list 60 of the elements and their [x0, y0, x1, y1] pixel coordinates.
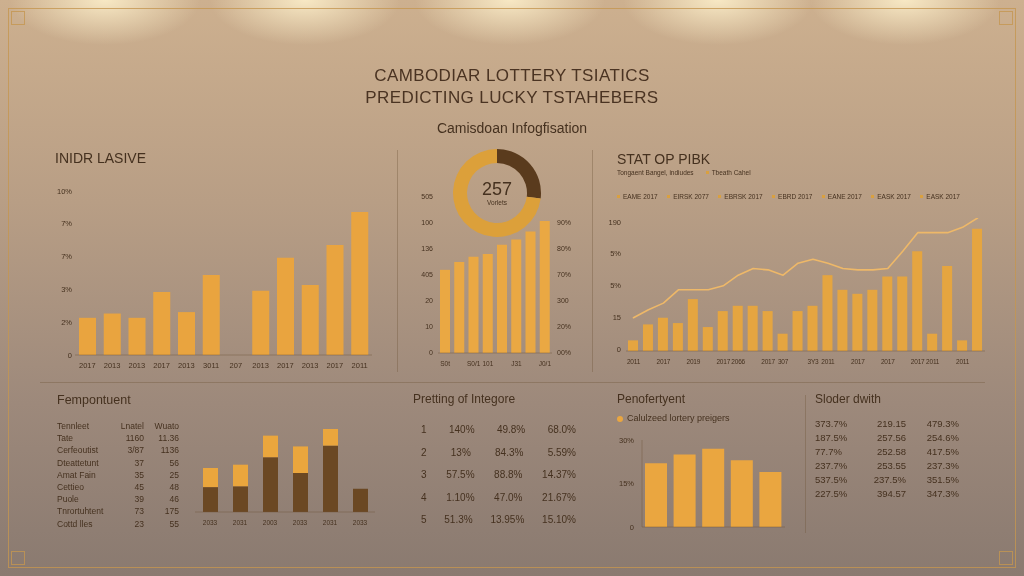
- text: 45: [134, 482, 144, 493]
- text: 4 1.10% 47.0% 21.67%: [420, 490, 576, 505]
- text: 479.3%: [926, 418, 959, 429]
- text: 46: [169, 494, 179, 505]
- legend-label: Calulzeed lortery preigers: [627, 413, 730, 423]
- text: 1160: [125, 433, 144, 444]
- text: 351.5%: [926, 474, 959, 485]
- text: 237.5%: [873, 474, 906, 485]
- text: 3 57.5% 88.8% 14.37%: [420, 468, 576, 482]
- text: 394.57: [876, 488, 906, 499]
- text: 25: [169, 469, 179, 480]
- text: Tate: [57, 433, 74, 444]
- chart-title: STAT OP PIBK: [617, 151, 711, 167]
- text: 56: [169, 457, 179, 468]
- category-label: Wuato: [154, 421, 179, 431]
- text: Cerfeoutist: [57, 445, 99, 456]
- category-label: Lnatel: [120, 421, 144, 431]
- text: 48: [169, 482, 179, 493]
- text: 2 13% 84.3% 5.59%: [420, 445, 576, 460]
- text: 187.5%: [815, 432, 848, 443]
- text: 77.7%: [815, 446, 842, 457]
- text: 55: [169, 518, 179, 529]
- text: 227.5%: [815, 488, 848, 499]
- text: 417.5%: [926, 446, 959, 457]
- text: Amat Fain: [57, 469, 96, 480]
- text: 254.6%: [926, 432, 959, 443]
- text: Puole: [57, 494, 79, 505]
- text: 253.55: [876, 460, 906, 471]
- chart-title: Penofertyent: [617, 392, 686, 406]
- text: 73: [134, 506, 144, 517]
- text: 3/87: [127, 445, 144, 456]
- text: 257: [481, 178, 513, 200]
- text: 1136: [160, 445, 179, 456]
- text: 23: [134, 518, 144, 529]
- text: 5 51.3% 13.95% 15.10%: [420, 513, 576, 527]
- text: 39: [134, 494, 144, 505]
- text: 1 140% 49.8% 68.0%: [420, 423, 576, 437]
- text: Pretting of Integore: [413, 392, 516, 406]
- text: 219.15: [876, 418, 906, 429]
- text: Sloder dwith: [815, 392, 882, 406]
- text: Tnrortuhtent: [57, 506, 104, 517]
- text: Cettieo: [57, 482, 84, 493]
- text: 237.3%: [926, 460, 959, 471]
- chart-title: INIDR LASIVE: [55, 150, 147, 166]
- text: 347.3%: [926, 488, 959, 499]
- text: Fempontuent: [57, 393, 131, 407]
- text: Dteattetunt: [57, 457, 99, 468]
- text: 11.36: [158, 433, 179, 444]
- text: 373.7%: [815, 418, 848, 429]
- text: 175: [164, 506, 179, 517]
- text: Camisdoan Infogfisation: [436, 120, 588, 136]
- text: 35: [134, 469, 144, 480]
- text: 252.58: [876, 446, 906, 457]
- text: CAMBODIAR LOTTERY TSIATICS PREDICTING LUCKY TSTAHEBERS: [365, 66, 659, 107]
- category-label: Tennleet: [57, 421, 90, 431]
- text: 37: [134, 457, 144, 468]
- text: 237.7%: [815, 460, 848, 471]
- text: Cottd lles: [57, 518, 93, 529]
- text: 257.56: [876, 432, 906, 443]
- text: 537.5%: [815, 474, 848, 485]
